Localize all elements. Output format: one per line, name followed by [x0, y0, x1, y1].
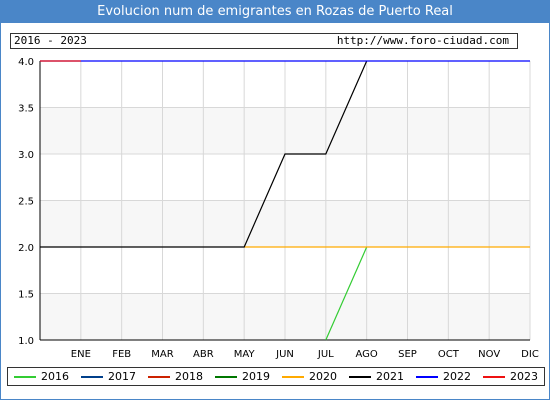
x-tick-label: JUN — [275, 349, 294, 360]
x-tick-label: MAY — [234, 349, 256, 360]
legend-swatch — [215, 376, 237, 378]
series-line-2021 — [40, 60, 368, 248]
info-bar: 2016 - 2023 http://www.foro-ciudad.com — [10, 33, 518, 49]
year-range-label: 2016 - 2023 — [14, 34, 87, 47]
legend-label: 2018 — [175, 370, 203, 383]
legend-swatch — [148, 376, 170, 378]
legend-label: 2021 — [376, 370, 404, 383]
y-tick-label: 1.5 — [18, 290, 34, 301]
legend-swatch — [349, 376, 371, 378]
y-tick-label: 4.0 — [18, 57, 34, 68]
x-tick-label: ENE — [71, 349, 91, 360]
legend: 2016 2017 2018 2019 2020 2021 2022 2023 — [7, 367, 545, 386]
x-tick-label: OCT — [438, 349, 460, 360]
y-tick-label: 3.0 — [18, 150, 34, 161]
legend-swatch — [416, 376, 438, 378]
x-tick-label: NOV — [478, 349, 500, 360]
legend-label: 2019 — [242, 370, 270, 383]
x-tick-label: ABR — [193, 349, 214, 360]
legend-label: 2016 — [41, 370, 69, 383]
x-tick-label: DIC — [521, 349, 539, 360]
y-tick-label: 1.0 — [18, 336, 34, 347]
legend-label: 2020 — [309, 370, 337, 383]
y-tick-label: 3.5 — [18, 104, 34, 115]
legend-swatch — [483, 376, 505, 378]
series-line-2016 — [325, 246, 368, 341]
legend-swatch — [282, 376, 304, 378]
y-tick-label: 2.0 — [18, 243, 34, 254]
legend-swatch — [14, 376, 36, 378]
x-tick-label: AGO — [356, 349, 378, 360]
legend-label: 2017 — [108, 370, 136, 383]
x-tick-label: JUL — [317, 349, 334, 360]
source-url-label: http://www.foro-ciudad.com — [336, 34, 509, 47]
legend-label: 2022 — [443, 370, 471, 383]
y-tick-label: 2.5 — [18, 197, 34, 208]
x-tick-label: FEB — [112, 349, 131, 360]
legend-label: 2023 — [510, 370, 538, 383]
x-tick-label: MAR — [151, 349, 173, 360]
chart-title: Evolucion num de emigrantes en Rozas de … — [1, 1, 549, 23]
x-tick-label: SEP — [398, 349, 417, 360]
legend-swatch — [81, 376, 103, 378]
